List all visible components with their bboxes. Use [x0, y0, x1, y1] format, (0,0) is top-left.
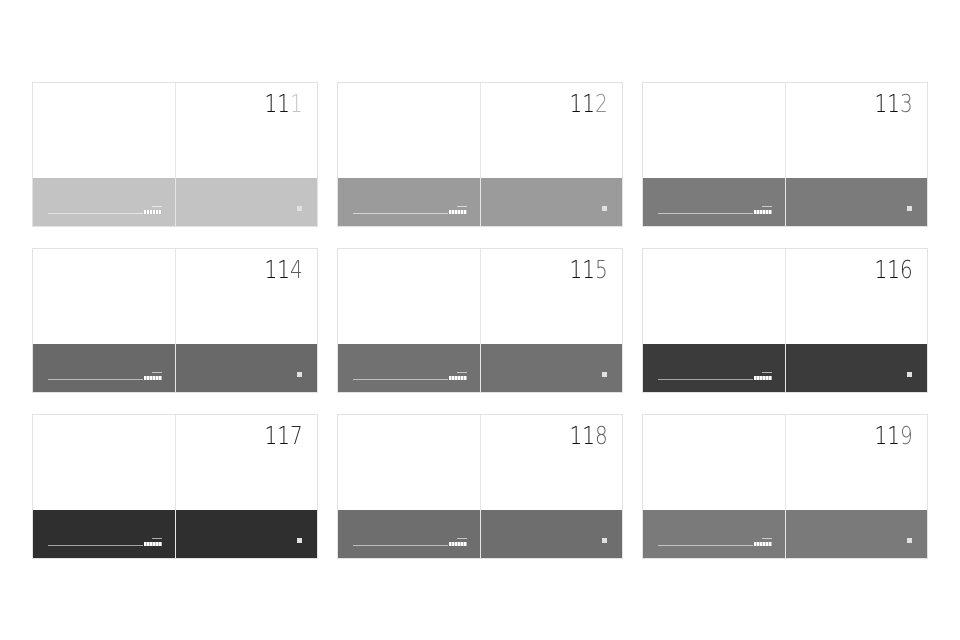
number-prefix: 11: [569, 255, 596, 284]
number-last-digit: 4: [290, 255, 303, 284]
spine-fold: [480, 249, 481, 392]
cover-number: 113: [875, 89, 913, 118]
spine-fold: [785, 415, 786, 558]
number-last-digit: 2: [595, 89, 608, 118]
spine-fold: [175, 249, 176, 392]
cover-number: 118: [570, 421, 608, 450]
cover-number: 114: [265, 255, 303, 284]
book-cover[interactable]: 115: [337, 248, 623, 393]
back-cover-text: [353, 213, 448, 214]
barcode-icon: [144, 210, 162, 214]
publisher-logo-icon: [602, 372, 607, 377]
number-prefix: 11: [264, 255, 291, 284]
spine-fold: [175, 415, 176, 558]
cover-number: 115: [570, 255, 608, 284]
book-cover[interactable]: 113: [642, 82, 928, 227]
back-cover-text: [353, 545, 448, 546]
back-cover-text: [48, 379, 143, 380]
cover-number: 111: [265, 89, 303, 118]
back-cover-text: [658, 379, 753, 380]
isbn-text: [457, 538, 467, 539]
isbn-text: [152, 372, 162, 373]
cover-grid: 111 112 113 114: [32, 82, 928, 559]
number-prefix: 11: [264, 421, 291, 450]
spine-fold: [785, 83, 786, 226]
book-cover[interactable]: 117: [32, 414, 318, 559]
number-prefix: 11: [569, 421, 596, 450]
cover-number: 119: [875, 421, 913, 450]
back-cover-text: [658, 213, 753, 214]
number-last-digit: 7: [290, 421, 303, 450]
cover-number: 116: [875, 255, 913, 284]
number-last-digit: 8: [595, 421, 608, 450]
spine-fold: [480, 415, 481, 558]
barcode-icon: [144, 376, 162, 380]
book-cover[interactable]: 111: [32, 82, 318, 227]
publisher-logo-icon: [602, 538, 607, 543]
isbn-text: [762, 372, 772, 373]
barcode-icon: [144, 542, 162, 546]
back-cover-text: [353, 379, 448, 380]
barcode-icon: [754, 542, 772, 546]
isbn-text: [152, 538, 162, 539]
number-last-digit: 5: [595, 255, 608, 284]
publisher-logo-icon: [297, 206, 302, 211]
spine-fold: [175, 83, 176, 226]
book-cover[interactable]: 112: [337, 82, 623, 227]
back-cover-text: [658, 545, 753, 546]
publisher-logo-icon: [907, 206, 912, 211]
number-last-digit: 6: [900, 255, 913, 284]
isbn-text: [152, 206, 162, 207]
cover-number: 117: [265, 421, 303, 450]
publisher-logo-icon: [297, 538, 302, 543]
publisher-logo-icon: [297, 372, 302, 377]
book-cover[interactable]: 119: [642, 414, 928, 559]
publisher-logo-icon: [602, 206, 607, 211]
isbn-text: [762, 206, 772, 207]
book-cover[interactable]: 114: [32, 248, 318, 393]
number-last-digit: 9: [900, 421, 913, 450]
barcode-icon: [449, 376, 467, 380]
barcode-icon: [754, 376, 772, 380]
number-prefix: 11: [264, 89, 291, 118]
back-cover-text: [48, 213, 143, 214]
number-last-digit: 3: [900, 89, 913, 118]
publisher-logo-icon: [907, 538, 912, 543]
publisher-logo-icon: [907, 372, 912, 377]
barcode-icon: [754, 210, 772, 214]
isbn-text: [457, 372, 467, 373]
spine-fold: [785, 249, 786, 392]
barcode-icon: [449, 210, 467, 214]
number-prefix: 11: [874, 421, 901, 450]
isbn-text: [762, 538, 772, 539]
book-cover[interactable]: 118: [337, 414, 623, 559]
number-prefix: 11: [874, 89, 901, 118]
number-prefix: 11: [874, 255, 901, 284]
isbn-text: [457, 206, 467, 207]
number-last-digit: 1: [290, 89, 303, 118]
spine-fold: [480, 83, 481, 226]
cover-number: 112: [570, 89, 608, 118]
book-cover[interactable]: 116: [642, 248, 928, 393]
barcode-icon: [449, 542, 467, 546]
back-cover-text: [48, 545, 143, 546]
number-prefix: 11: [569, 89, 596, 118]
